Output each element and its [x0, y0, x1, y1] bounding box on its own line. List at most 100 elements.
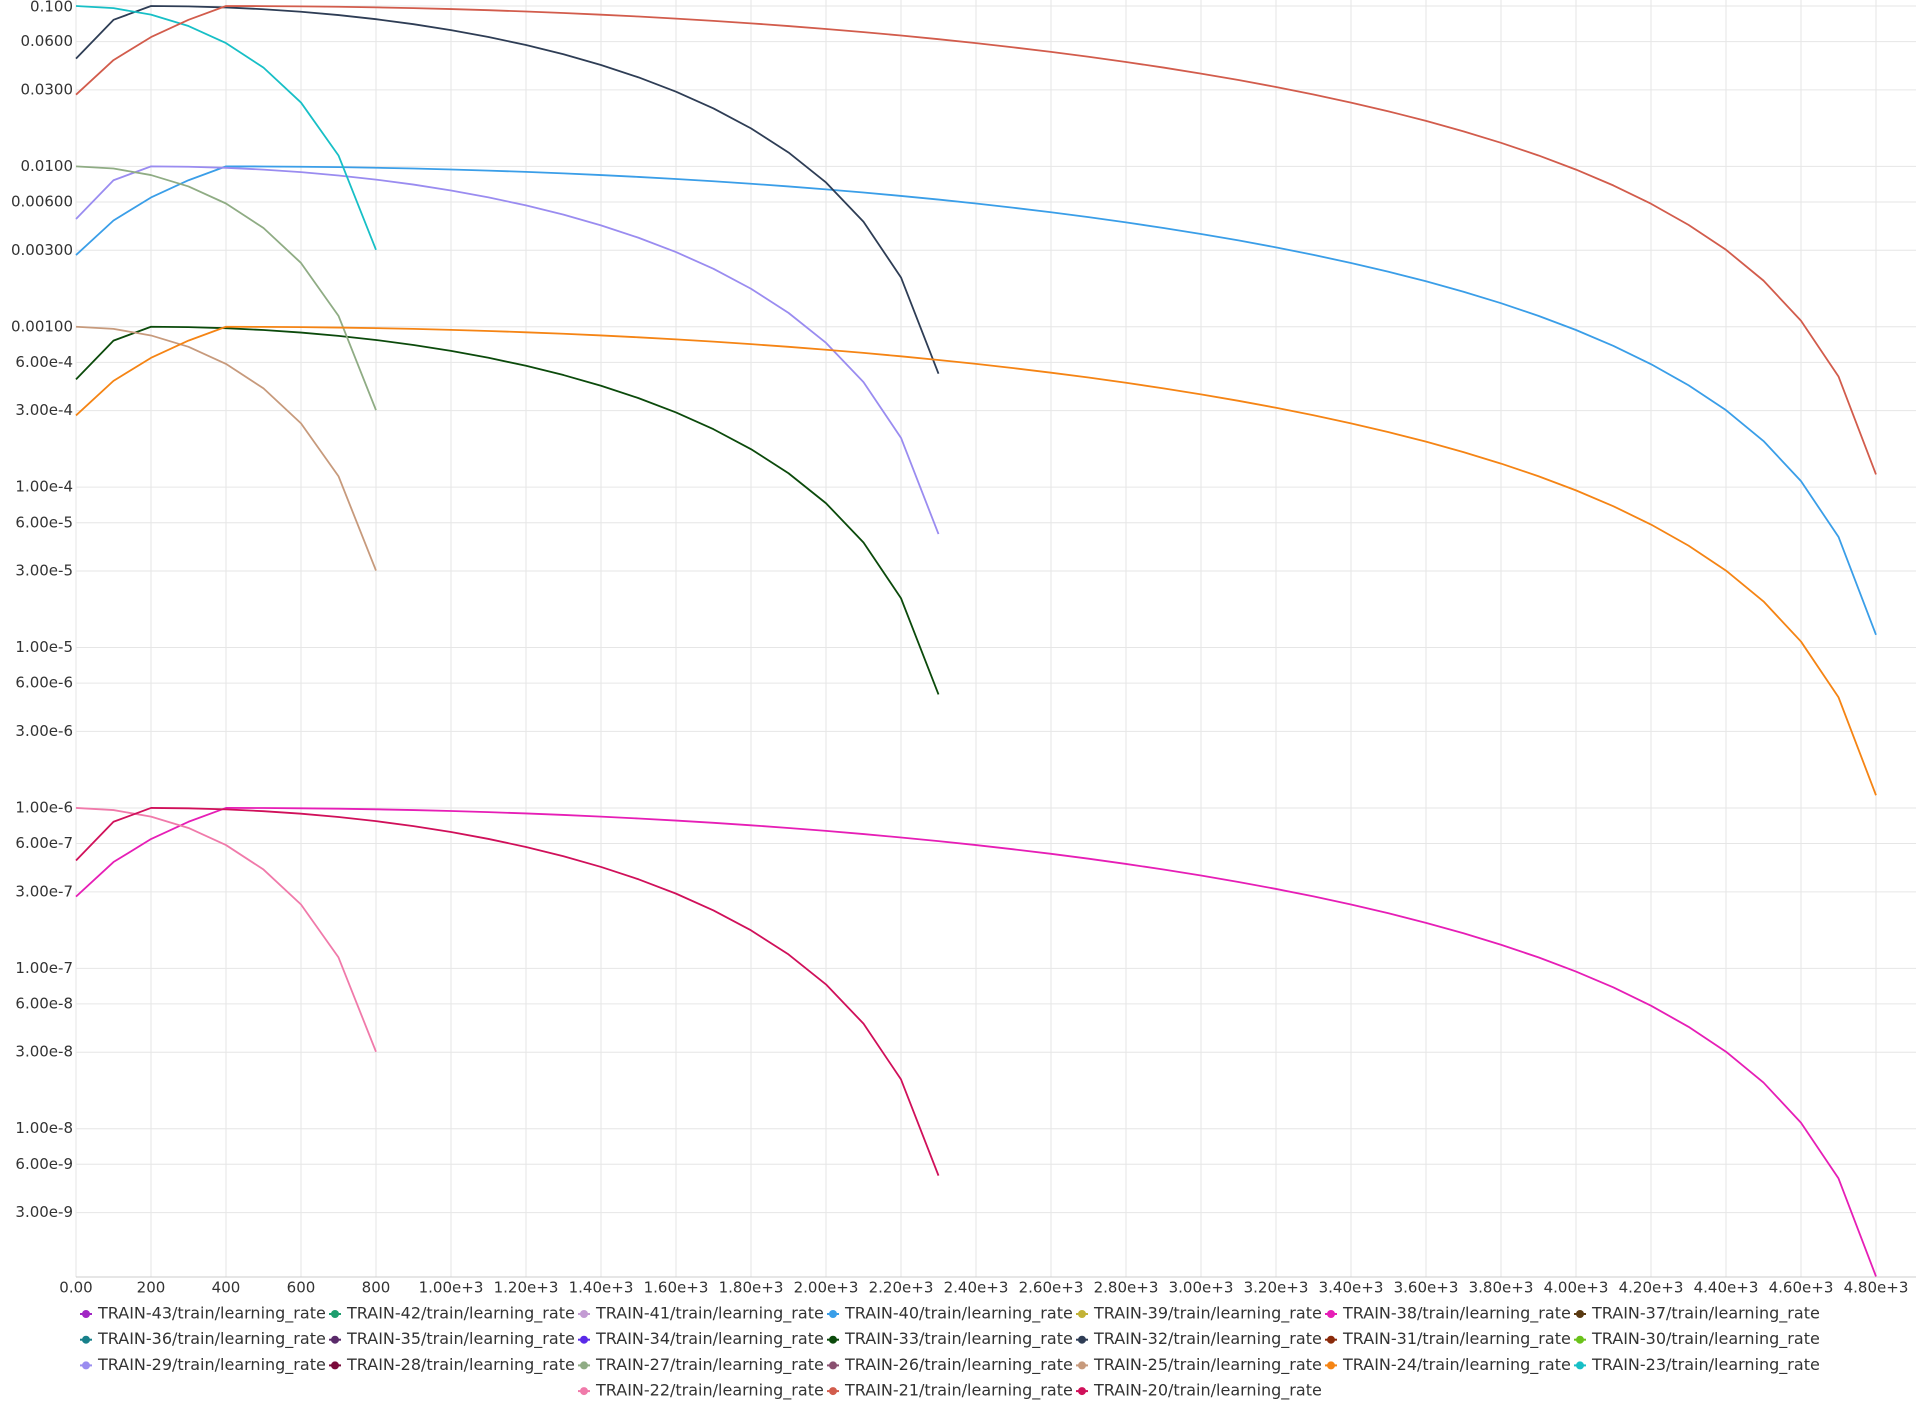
series-line [75, 165, 1877, 636]
legend-item: TRAIN-34/train/learning_rate [578, 1329, 824, 1349]
series-line [75, 807, 1877, 1277]
legend-label: TRAIN-35/train/learning_rate [346, 1329, 575, 1349]
y-tick-label: 3.00e-9 [15, 1203, 73, 1221]
legend-label: TRAIN-38/train/learning_rate [1342, 1304, 1571, 1324]
x-tick-label: 800 [362, 1279, 391, 1297]
y-tick-label: 0.0300 [21, 80, 74, 98]
legend-label: TRAIN-39/train/learning_rate [1093, 1304, 1322, 1324]
series-line [75, 325, 377, 571]
series-line [75, 325, 1877, 796]
legend-item: TRAIN-38/train/learning_rate [1325, 1304, 1571, 1324]
legend-marker [1576, 1335, 1584, 1344]
legend-item: TRAIN-42/train/learning_rate [329, 1304, 575, 1324]
legend-item: TRAIN-27/train/learning_rate [578, 1355, 824, 1375]
legend-item: TRAIN-37/train/learning_rate [1574, 1304, 1820, 1324]
legend-label: TRAIN-36/train/learning_rate [97, 1329, 326, 1349]
legend-item: TRAIN-29/train/learning_rate [80, 1355, 326, 1375]
x-tick-label: 2.60e+3 [1019, 1279, 1084, 1297]
legend-marker [829, 1361, 837, 1370]
legend-label: TRAIN-33/train/learning_rate [844, 1329, 1073, 1349]
series-line [75, 5, 940, 375]
legend-label: TRAIN-32/train/learning_rate [1093, 1329, 1322, 1349]
y-tick-label: 1.00e-4 [15, 478, 73, 496]
x-tick-label: 2.20e+3 [869, 1279, 934, 1297]
legend-marker [1078, 1310, 1086, 1318]
legend-item: TRAIN-26/train/learning_rate [827, 1355, 1073, 1375]
legend-label: TRAIN-29/train/learning_rate [97, 1355, 326, 1375]
x-tick-label: 3.40e+3 [1319, 1279, 1384, 1297]
y-tick-label: 6.00e-9 [15, 1155, 73, 1173]
x-tick-label: 4.80e+3 [1844, 1279, 1909, 1297]
y-tick-label: 1.00e-7 [15, 959, 73, 977]
y-tick-label: 6.00e-6 [15, 674, 73, 692]
y-tick-label: 0.00100 [11, 317, 73, 335]
x-tick-label: 3.80e+3 [1469, 1279, 1534, 1297]
legend-marker [1327, 1335, 1335, 1344]
legend-label: TRAIN-34/train/learning_rate [595, 1329, 824, 1349]
grid [75, 0, 1916, 1277]
legend-marker [1327, 1361, 1335, 1370]
legend-marker [1078, 1387, 1086, 1396]
series-line [75, 5, 1877, 475]
series-line [75, 325, 940, 695]
x-tick-label: 1.00e+3 [419, 1279, 484, 1297]
legend-item: TRAIN-24/train/learning_rate [1325, 1355, 1571, 1375]
legend-item: TRAIN-28/train/learning_rate [329, 1355, 575, 1375]
legend-marker [1576, 1310, 1584, 1318]
legend-item: TRAIN-32/train/learning_rate [1076, 1329, 1322, 1349]
legend-item: TRAIN-36/train/learning_rate [80, 1329, 326, 1349]
legend-item: TRAIN-41/train/learning_rate [578, 1304, 824, 1324]
legend-label: TRAIN-21/train/learning_rate [844, 1381, 1073, 1401]
legend-label: TRAIN-40/train/learning_rate [844, 1304, 1073, 1324]
y-tick-label: 0.00600 [11, 192, 73, 210]
legend-item: TRAIN-40/train/learning_rate [827, 1304, 1073, 1324]
x-tick-label: 3.00e+3 [1169, 1279, 1234, 1297]
legend-label: TRAIN-24/train/learning_rate [1342, 1355, 1571, 1375]
y-tick-label: 0.100 [30, 0, 73, 16]
y-tick-label: 3.00e-8 [15, 1043, 73, 1061]
x-tick-label: 3.20e+3 [1244, 1279, 1309, 1297]
series-line [75, 5, 377, 251]
legend-marker [580, 1310, 588, 1318]
y-tick-label: 1.00e-5 [15, 638, 73, 656]
series-line [75, 807, 377, 1053]
legend-label: TRAIN-20/train/learning_rate [1093, 1381, 1322, 1401]
legend-item: TRAIN-30/train/learning_rate [1574, 1329, 1820, 1349]
legend-marker [331, 1310, 339, 1318]
x-tick-label: 1.60e+3 [644, 1279, 709, 1297]
legend-label: TRAIN-30/train/learning_rate [1591, 1329, 1820, 1349]
legend-marker [829, 1335, 837, 1344]
legend-marker [1078, 1335, 1086, 1344]
legend-item: TRAIN-21/train/learning_rate [827, 1381, 1073, 1401]
legend-marker [82, 1310, 90, 1318]
legend-marker [331, 1361, 339, 1370]
x-tick-label: 400 [212, 1279, 241, 1297]
legend-label: TRAIN-27/train/learning_rate [595, 1355, 824, 1375]
legend-label: TRAIN-28/train/learning_rate [346, 1355, 575, 1375]
legend-item: TRAIN-35/train/learning_rate [329, 1329, 575, 1349]
legend-item: TRAIN-23/train/learning_rate [1574, 1355, 1820, 1375]
y-tick-label: 0.0100 [21, 157, 74, 175]
legend-item: TRAIN-31/train/learning_rate [1325, 1329, 1571, 1349]
x-tick-label: 4.20e+3 [1619, 1279, 1684, 1297]
x-tick-label: 3.60e+3 [1394, 1279, 1459, 1297]
series-line [75, 807, 940, 1176]
y-tick-label: 3.00e-5 [15, 562, 73, 580]
y-tick-label: 3.00e-4 [15, 401, 73, 419]
y-tick-label: 6.00e-7 [15, 834, 73, 852]
x-tick-label: 1.80e+3 [719, 1279, 784, 1297]
legend-item: TRAIN-39/train/learning_rate [1076, 1304, 1322, 1324]
y-tick-label: 6.00e-5 [15, 513, 73, 531]
legend-label: TRAIN-37/train/learning_rate [1591, 1304, 1820, 1324]
legend-marker [82, 1361, 90, 1370]
legend-marker [1576, 1361, 1584, 1370]
series-line [75, 165, 377, 411]
legend-label: TRAIN-22/train/learning_rate [595, 1381, 824, 1401]
x-tick-label: 600 [287, 1279, 316, 1297]
legend-label: TRAIN-23/train/learning_rate [1591, 1355, 1820, 1375]
x-tick-label: 4.40e+3 [1694, 1279, 1759, 1297]
y-tick-label: 1.00e-8 [15, 1119, 73, 1137]
legend-marker [580, 1361, 588, 1370]
x-tick-label: 2.00e+3 [794, 1279, 859, 1297]
